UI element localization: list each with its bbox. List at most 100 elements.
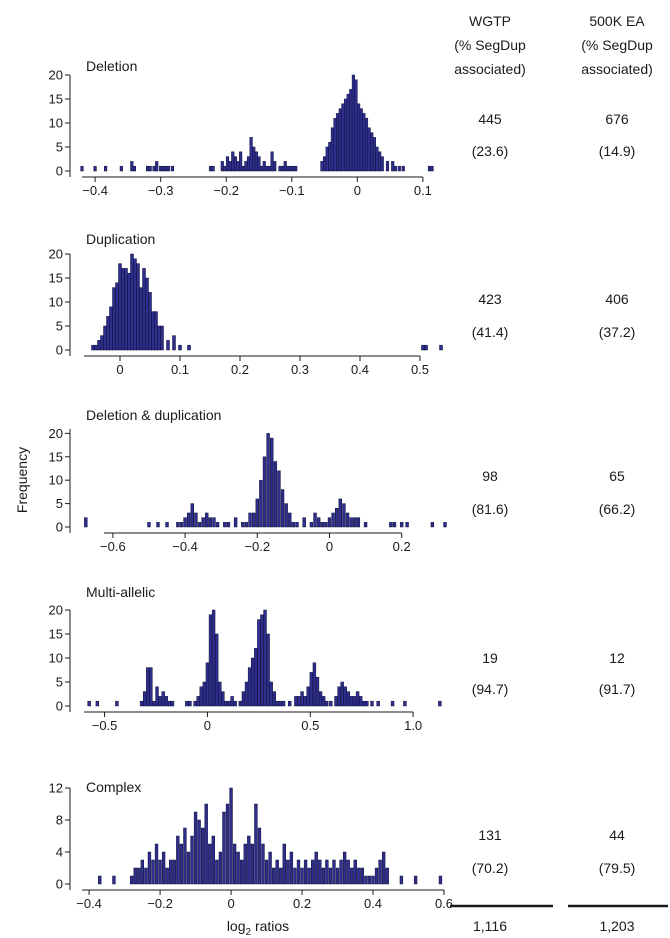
histogram-bar — [145, 277, 149, 351]
histogram-bar — [284, 503, 288, 528]
histogram-bar — [325, 859, 329, 885]
histogram-bar — [115, 282, 119, 351]
histogram-bar — [357, 867, 361, 885]
x-tick-label: 0.2 — [231, 362, 249, 377]
histogram-bar — [118, 263, 122, 351]
total-wgtp: 1,116 — [473, 918, 507, 934]
panel-5: Complex 0 4 8 12 −0.4 −0.2 0 0.2 0.4 0.6 131 (70.2) 4… — [49, 779, 636, 911]
histogram-bar — [281, 165, 285, 172]
histogram-bar — [208, 843, 212, 885]
histogram-bar — [327, 517, 332, 528]
histogram-bar — [240, 859, 244, 885]
stat-segdup-percent: (41.4) — [472, 324, 509, 340]
x-axis-label: log2 ratios — [227, 918, 289, 938]
column-header-wgtp: WGTP (% SegDup associated) — [454, 13, 526, 77]
histogram-bar — [275, 859, 279, 885]
histogram-bar — [324, 522, 328, 528]
x-axis-label-rest: ratios — [251, 918, 289, 934]
histogram-bar — [271, 867, 276, 885]
y-tick-label: 20 — [49, 68, 63, 83]
histogram-bar — [176, 835, 180, 885]
histogram-bar — [265, 165, 269, 172]
histogram-bar — [350, 867, 354, 885]
histogram-bar — [205, 662, 210, 707]
histogram-bar — [385, 161, 390, 172]
histogram-bar — [232, 843, 237, 885]
histogram-bar — [374, 867, 379, 885]
histogram-bar — [233, 156, 237, 172]
histogram-bar — [121, 268, 125, 351]
histogram-bar — [80, 165, 84, 172]
histogram-bar — [278, 700, 283, 707]
histogram-bar — [84, 517, 88, 528]
y-tick-label: 15 — [49, 627, 63, 642]
histogram-bar — [349, 517, 353, 528]
stat-count: 44 — [609, 827, 625, 843]
histogram-bar — [247, 667, 252, 707]
histogram-bar — [130, 875, 134, 885]
histogram-bar — [212, 517, 216, 528]
histogram-bar — [95, 700, 100, 707]
histogram-bar — [352, 696, 357, 707]
histogram-bar — [137, 867, 141, 885]
x-tick-label: 1.0 — [404, 718, 422, 733]
histogram-bar — [325, 146, 329, 172]
histogram-bar — [178, 344, 182, 351]
histogram-bar — [255, 498, 259, 528]
y-axis-label: Frequency — [14, 447, 30, 513]
col-head-line: associated) — [581, 61, 653, 77]
histogram-bar — [273, 161, 277, 172]
col-head-line: (% SegDup — [454, 37, 526, 53]
histogram-bar — [392, 522, 397, 528]
x-tick-label: 0.4 — [351, 362, 369, 377]
y-tick-label: 0 — [56, 164, 63, 179]
histogram-bar — [179, 843, 184, 885]
histogram-bar — [94, 344, 98, 351]
histogram-bar — [152, 700, 156, 707]
histogram-bar — [389, 522, 393, 528]
stat-count: 445 — [478, 111, 502, 127]
histogram-bar — [193, 811, 198, 885]
histogram-bar — [390, 700, 395, 707]
histogram-bar — [228, 161, 232, 172]
histogram-bar — [146, 667, 150, 707]
histogram-bar — [314, 851, 318, 885]
histogram-bar — [202, 681, 207, 707]
histogram-bar — [342, 503, 346, 528]
stat-segdup-percent: (23.6) — [472, 143, 509, 159]
histogram-bar — [312, 662, 317, 707]
histogram-bar — [321, 696, 326, 707]
stat-segdup-percent: (91.7) — [599, 681, 636, 697]
histogram-bar — [397, 165, 401, 172]
histogram-bar — [229, 787, 233, 885]
histogram-bar — [239, 151, 243, 172]
histogram-bar — [288, 165, 293, 172]
histogram-bar — [363, 522, 368, 528]
histogram-bar — [275, 700, 280, 707]
histogram-bar — [142, 268, 146, 351]
histogram-bar — [147, 851, 152, 885]
histogram-bar — [211, 165, 215, 172]
histogram-bar — [183, 827, 187, 885]
stat-segdup-percent: (81.6) — [472, 501, 509, 517]
histogram-bar — [321, 867, 326, 885]
histogram-bar — [208, 165, 213, 172]
histogram-bar — [186, 851, 191, 885]
histogram-bar — [306, 686, 310, 707]
y-tick-label: 15 — [49, 92, 63, 107]
histogram-bar — [187, 344, 191, 351]
histogram-bar — [166, 340, 170, 351]
histogram-bar — [356, 517, 361, 528]
histogram-bar — [380, 156, 384, 172]
panel-title: Duplication — [86, 231, 155, 247]
histogram-bar — [148, 165, 152, 172]
histogram-bar — [381, 851, 386, 885]
histogram-bar — [218, 681, 222, 707]
histogram-bar — [399, 522, 404, 528]
stat-count: 423 — [478, 291, 502, 307]
histogram-bar — [250, 657, 255, 707]
x-tick-label: −0.5 — [92, 718, 118, 733]
histogram-bar — [405, 522, 409, 528]
histogram-bar — [391, 161, 395, 172]
histogram-bar — [267, 165, 272, 172]
